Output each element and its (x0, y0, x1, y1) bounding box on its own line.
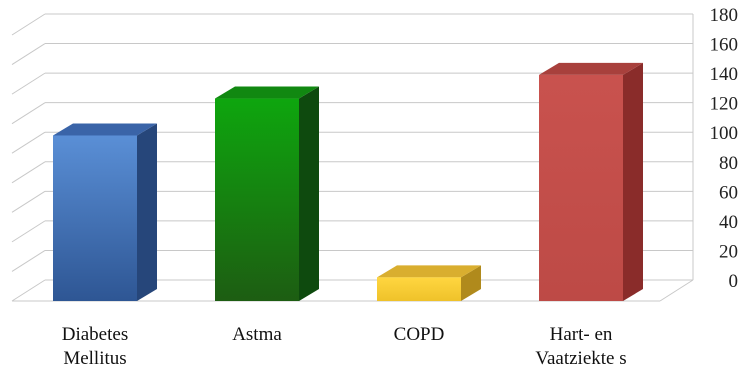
gridline-side (11, 72, 46, 95)
bar-1 (53, 123, 157, 301)
gridline-side (11, 43, 46, 65)
gridline-side (11, 102, 46, 125)
bar-side-face (461, 265, 481, 301)
bar-front-face (215, 98, 299, 302)
x-axis-category-labels: Diabetes Mellitus Astma COPD Hart- en Vaatzie… (62, 324, 627, 369)
gridline-side (11, 190, 46, 213)
bar-side-face (299, 86, 319, 302)
x-category-label: Astma (232, 324, 282, 345)
bar-top-face (377, 265, 481, 278)
bar-front-face (377, 277, 461, 301)
gridline-side (11, 279, 46, 302)
floor-right-edge (659, 279, 694, 302)
gridline-side (11, 220, 46, 243)
bar-front-face (539, 74, 623, 302)
bar-4 (539, 62, 643, 302)
y-tick-label: 40 (719, 212, 738, 233)
bar-top-face (539, 62, 643, 75)
y-tick-label: 60 (719, 182, 738, 203)
bars (53, 62, 643, 302)
bar-side-face (137, 123, 157, 301)
y-tick-label: 180 (710, 5, 739, 26)
x-category-label: Diabetes Mellitus (62, 324, 128, 369)
bar-3 (377, 265, 481, 301)
gridline-side (11, 131, 46, 154)
y-tick-label: 100 (710, 123, 739, 144)
gridline-side (11, 13, 46, 36)
y-tick-label: 0 (729, 271, 739, 292)
gridline-side (11, 161, 46, 184)
bar-side-face (623, 62, 643, 302)
y-tick-label: 80 (719, 153, 738, 174)
y-tick-label: 160 (710, 35, 739, 56)
y-tick-label: 140 (710, 64, 739, 85)
x-category-label: Hart- en Vaatziekte s (535, 324, 626, 369)
y-tick-label: 120 (710, 94, 739, 115)
bar-top-face (215, 86, 319, 99)
bar-2 (215, 86, 319, 302)
y-axis-tick-labels: 0 20 40 60 80 100 120 140 160 180 (710, 5, 739, 292)
x-category-label: COPD (394, 324, 445, 345)
y-tick-label: 20 (719, 241, 738, 262)
bar-front-face (53, 135, 137, 301)
bar-top-face (53, 123, 157, 136)
gridline-side (11, 250, 46, 272)
